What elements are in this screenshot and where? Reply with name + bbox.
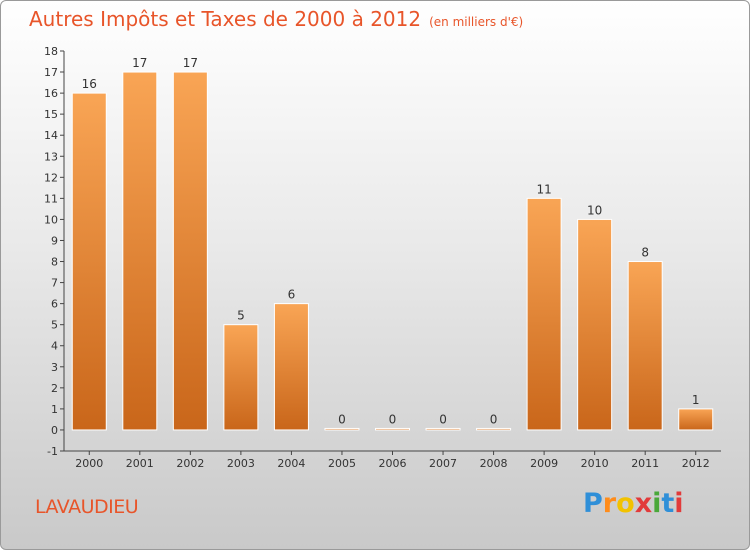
bar-2002 — [172, 71, 208, 431]
x-tick-label-2010: 2010 — [581, 457, 609, 470]
y-tick-label: 3 — [51, 361, 58, 374]
bar-2005 — [324, 427, 360, 431]
y-tick-label: 12 — [44, 171, 58, 184]
y-tick-label: 11 — [44, 192, 58, 205]
commune-name: LAVAUDIEU — [35, 496, 139, 518]
bar-2009 — [526, 197, 562, 431]
data-label-2010: 10 — [587, 203, 602, 217]
y-tick-label: 1 — [51, 403, 58, 416]
y-tick-label: 15 — [44, 108, 58, 121]
chart-subtitle: (en milliers d'€) — [429, 15, 524, 29]
x-tick-label-2007: 2007 — [429, 457, 457, 470]
y-tick-label: 7 — [51, 277, 58, 290]
x-tick-label-2002: 2002 — [176, 457, 204, 470]
x-tick-label-2000: 2000 — [75, 457, 103, 470]
data-label-2000: 16 — [82, 77, 97, 91]
y-tick-label: 6 — [51, 298, 58, 311]
y-tick-label: 9 — [51, 234, 58, 247]
logo-letter: o — [616, 488, 635, 519]
bar-2006 — [375, 427, 410, 431]
y-tick-label: 8 — [51, 256, 58, 269]
y-tick-label: 10 — [44, 213, 58, 226]
y-tick-label: 13 — [44, 150, 58, 163]
bar-2010 — [577, 218, 613, 431]
proxiti-logo: Proxiti — [583, 488, 684, 519]
y-tick-label: 0 — [51, 424, 58, 437]
bar-2003 — [223, 324, 259, 431]
logo-letter: P — [583, 488, 603, 519]
bar-2008 — [476, 427, 512, 431]
data-label-2005: 0 — [338, 412, 346, 426]
y-tick-label: 2 — [51, 382, 58, 395]
x-tick-label-2006: 2006 — [379, 457, 407, 470]
x-tick-label-2003: 2003 — [227, 457, 255, 470]
data-label-2011: 8 — [641, 246, 649, 260]
data-label-2012: 1 — [692, 393, 700, 407]
x-tick-label-2001: 2001 — [126, 457, 154, 470]
data-label-2004: 6 — [288, 288, 296, 302]
y-tick-label: 18 — [44, 45, 58, 58]
x-tick-label-2009: 2009 — [530, 457, 558, 470]
data-label-2003: 5 — [237, 309, 245, 323]
logo-letter: i — [674, 488, 684, 519]
bar-2011 — [627, 261, 663, 431]
logo-letter: t — [661, 488, 675, 519]
x-tick-label-2012: 2012 — [682, 457, 710, 470]
bar-2007 — [425, 427, 461, 431]
x-tick-label-2004: 2004 — [277, 457, 305, 470]
logo-letter: r — [602, 488, 617, 519]
data-label-2002: 17 — [183, 56, 198, 70]
x-tick-label-2005: 2005 — [328, 457, 356, 470]
chart-title-text: Autres Impôts et Taxes de 2000 à 2012 — [29, 7, 422, 31]
data-label-2008: 0 — [490, 412, 498, 426]
x-tick-label-2011: 2011 — [631, 457, 659, 470]
y-tick-label: 4 — [51, 340, 58, 353]
logo-letter: x — [634, 488, 653, 519]
data-label-2007: 0 — [439, 412, 447, 426]
x-tick-label-2008: 2008 — [480, 457, 508, 470]
data-label-2006: 0 — [389, 412, 397, 426]
y-tick-label: 5 — [51, 319, 58, 332]
logo-letter: i — [652, 488, 662, 519]
y-tick-label: -1 — [47, 445, 58, 458]
chart-title: Autres Impôts et Taxes de 2000 à 2012 (en… — [29, 7, 523, 31]
data-label-2009: 11 — [536, 182, 551, 196]
bar-2012 — [678, 408, 714, 431]
y-tick-label: 17 — [44, 66, 58, 79]
bar-2000 — [71, 92, 107, 431]
bar-2001 — [122, 71, 158, 431]
y-tick-label: 14 — [44, 129, 58, 142]
data-label-2001: 17 — [132, 56, 147, 70]
bar-2004 — [273, 303, 309, 431]
y-tick-label: 16 — [44, 87, 58, 100]
